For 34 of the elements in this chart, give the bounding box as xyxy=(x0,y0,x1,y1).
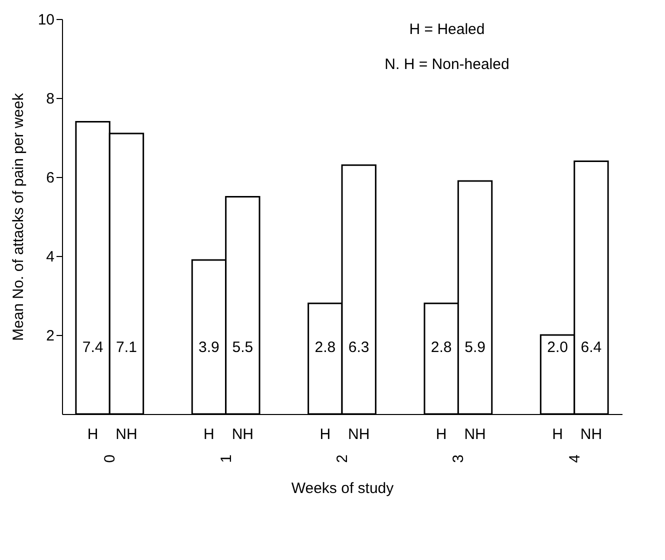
series-label: H xyxy=(87,426,98,443)
text: 6.4 xyxy=(580,338,602,356)
text: 2.8 xyxy=(314,338,336,356)
annotation: H = Healed xyxy=(409,21,485,38)
text: 2.8 xyxy=(430,338,452,356)
text: NH xyxy=(580,426,602,443)
text: NH xyxy=(232,426,254,443)
text: H xyxy=(320,426,331,443)
text: 3.9 xyxy=(198,338,220,356)
text: 7.1 xyxy=(116,338,137,356)
y-tick-label: 10 xyxy=(38,12,54,28)
x-tick-label: 1 xyxy=(218,454,235,463)
x-tick-label: 3 xyxy=(450,454,468,463)
x-axis-title: Weeks of study xyxy=(291,480,394,497)
text: NH xyxy=(464,426,486,443)
text: H xyxy=(436,426,447,443)
y-tick-label: 8 xyxy=(46,90,54,108)
y-tick-label: 6 xyxy=(46,170,54,186)
x-tick-label: 0 xyxy=(102,454,119,463)
annotation: N. H = Non-healed xyxy=(384,56,510,73)
text: NH xyxy=(348,426,370,443)
x-tick-label: 4 xyxy=(566,454,584,463)
text: 5.5 xyxy=(232,338,254,356)
text: H xyxy=(552,426,563,443)
text: 5.9 xyxy=(464,338,486,356)
x-tick-label: 2 xyxy=(334,454,351,463)
series-label: NH xyxy=(116,426,138,443)
y-tick-label: 4 xyxy=(46,248,54,266)
text: 6.3 xyxy=(348,338,370,356)
text: H xyxy=(204,426,214,443)
y-tick-label: 2 xyxy=(46,328,54,344)
text: 7.4 xyxy=(82,338,104,356)
y-axis-title: Mean No. of attacks of pain per week xyxy=(10,92,27,341)
text: 2.0 xyxy=(547,338,568,356)
